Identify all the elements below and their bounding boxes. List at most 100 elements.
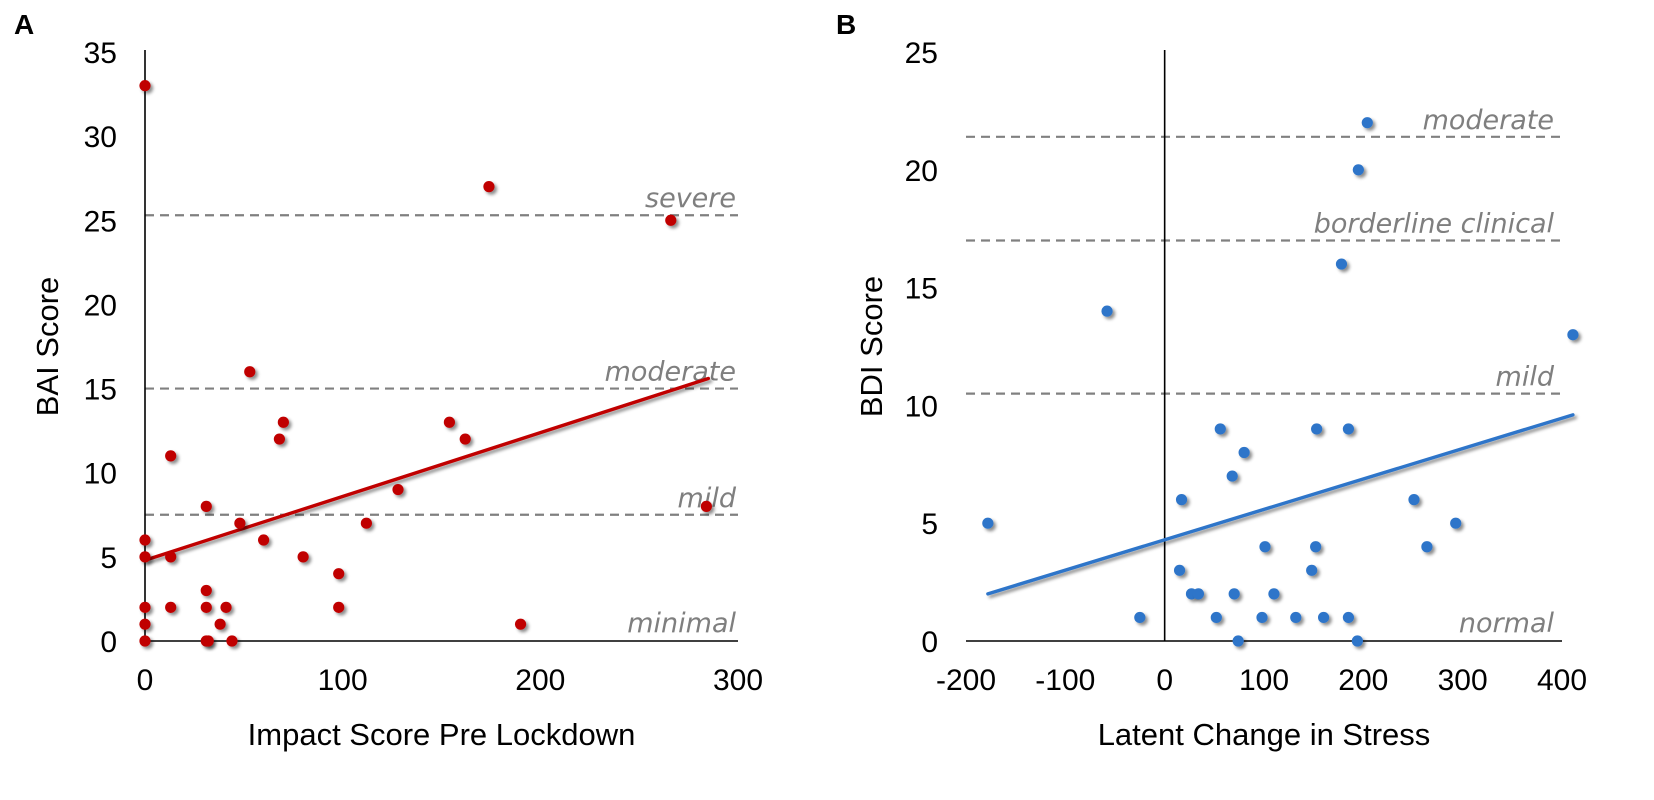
x-tick-label: 0 — [1156, 664, 1173, 697]
data-point — [139, 534, 151, 546]
data-point — [1256, 611, 1268, 624]
data-point — [139, 618, 151, 630]
y-tick-label: 25 — [905, 37, 938, 70]
x-tick-label: 0 — [137, 664, 154, 697]
data-point — [443, 416, 456, 428]
data-point — [333, 568, 345, 580]
y-tick-label: 0 — [100, 626, 117, 659]
y-tick-label: 5 — [921, 508, 938, 541]
x-tick-label: -200 — [936, 664, 996, 697]
data-point — [700, 500, 712, 512]
data-point — [234, 517, 246, 529]
data-point — [220, 601, 232, 613]
data-point — [392, 483, 404, 496]
data-point — [514, 618, 527, 630]
data-point — [483, 181, 495, 193]
data-point — [1232, 635, 1244, 647]
data-point — [1101, 305, 1113, 317]
data-point — [1361, 117, 1373, 129]
data-point — [1134, 611, 1146, 624]
y-tick-label: 15 — [905, 273, 938, 306]
data-point — [1290, 611, 1302, 624]
panel-a: Aminimalmildmoderatesevere05101520253035… — [14, 9, 763, 752]
data-point — [1210, 611, 1222, 624]
data-point — [360, 517, 372, 529]
data-point — [1226, 470, 1238, 482]
threshold-label: moderate — [605, 357, 736, 388]
data-point — [297, 551, 309, 563]
data-point — [333, 601, 345, 613]
y-tick-label: 15 — [84, 374, 117, 407]
data-point — [1342, 611, 1355, 624]
data-point — [1351, 635, 1363, 647]
data-point — [1306, 564, 1318, 576]
data-point — [165, 450, 177, 462]
data-point — [226, 635, 238, 647]
data-point — [1192, 588, 1205, 600]
data-point — [665, 214, 677, 226]
panel-letter: B — [836, 9, 856, 40]
y-axis-title: BAI Score — [30, 277, 65, 417]
data-point — [1214, 423, 1226, 435]
data-point — [1311, 423, 1323, 435]
data-point — [1268, 588, 1280, 600]
x-axis-title: Impact Score Pre Lockdown — [248, 717, 636, 752]
data-point — [1450, 517, 1462, 529]
data-point — [982, 517, 994, 529]
panel-letter: A — [14, 9, 34, 40]
y-tick-label: 20 — [905, 155, 938, 188]
threshold-label: mild — [1496, 362, 1555, 393]
data-point — [244, 366, 256, 378]
y-tick-label: 10 — [905, 390, 938, 423]
trend-line — [143, 376, 711, 562]
data-point — [277, 416, 289, 428]
data-point — [139, 601, 151, 613]
x-tick-label: 200 — [1338, 664, 1388, 697]
y-tick-label: 10 — [84, 458, 117, 491]
data-point — [200, 601, 212, 613]
y-tick-label: 5 — [100, 542, 117, 575]
x-tick-label: 300 — [1438, 664, 1488, 697]
data-point — [139, 551, 151, 563]
x-tick-label: -100 — [1035, 664, 1095, 697]
threshold-label: minimal — [627, 608, 736, 639]
y-tick-label: 35 — [84, 37, 117, 70]
y-tick-label: 25 — [84, 205, 117, 238]
data-point — [1342, 423, 1355, 435]
data-point — [273, 433, 286, 445]
x-tick-label: 300 — [713, 664, 763, 697]
data-point — [139, 635, 151, 647]
data-point — [1259, 541, 1271, 553]
data-point — [1173, 564, 1186, 576]
data-point — [165, 551, 177, 563]
x-tick-label: 400 — [1537, 664, 1587, 697]
data-point — [1228, 588, 1240, 600]
threshold-label: normal — [1459, 608, 1555, 639]
data-point — [1310, 541, 1322, 553]
data-point — [200, 584, 212, 597]
data-point — [200, 500, 212, 512]
threshold-label: moderate — [1423, 105, 1554, 136]
trend-line — [986, 413, 1575, 596]
threshold-label: borderline clinical — [1314, 208, 1555, 239]
data-point — [1238, 446, 1250, 459]
x-tick-label: 100 — [1239, 664, 1289, 697]
data-point — [1421, 541, 1433, 553]
data-point — [202, 635, 214, 647]
y-tick-label: 20 — [84, 289, 117, 322]
y-tick-label: 0 — [921, 626, 938, 659]
data-point — [1335, 258, 1348, 270]
y-axis-title: BDI Score — [854, 276, 889, 417]
x-tick-label: 100 — [318, 664, 368, 697]
y-tick-label: 30 — [84, 121, 117, 154]
x-tick-label: 200 — [515, 664, 565, 697]
data-point — [139, 80, 151, 92]
threshold-label: severe — [645, 183, 736, 214]
data-point — [1408, 494, 1420, 506]
x-axis-title: Latent Change in Stress — [1098, 717, 1431, 752]
data-point — [1352, 164, 1364, 176]
data-point — [1318, 611, 1330, 624]
data-point — [214, 618, 226, 630]
